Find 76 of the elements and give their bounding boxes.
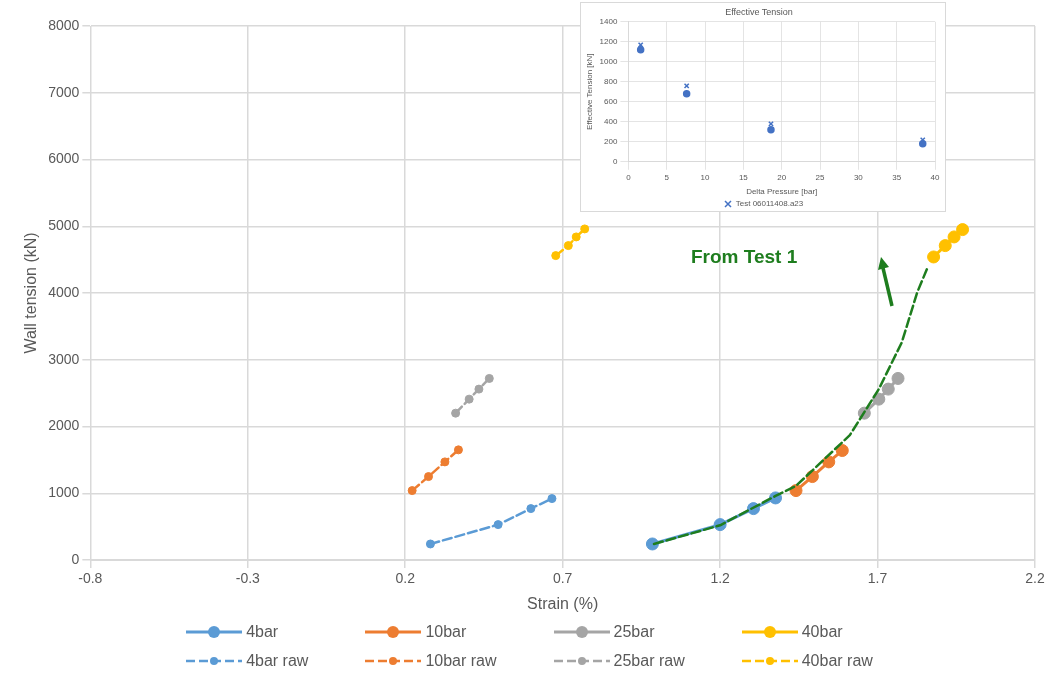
point: [881, 382, 895, 396]
legend-label: 10bar: [425, 622, 467, 640]
point: [551, 251, 561, 261]
y-tick-label: 1000: [599, 57, 618, 66]
point: [425, 539, 435, 549]
x-tick-label: 10: [700, 172, 711, 182]
point: [474, 384, 484, 394]
y-tick-label: 5000: [48, 217, 80, 234]
x-tick-label: 35: [892, 172, 902, 182]
x-tick-label: -0.8: [78, 570, 103, 587]
y-tick-label: 800: [604, 77, 618, 86]
y-tick-label: 6000: [48, 150, 80, 167]
x-tick-label: 40: [930, 172, 940, 182]
point: [464, 394, 474, 404]
legend-label: Test 06011408.a23: [735, 199, 804, 209]
point: [580, 224, 590, 234]
x-tick-label: 0.7: [552, 570, 573, 587]
annotation: From Test 1: [691, 246, 798, 268]
point: [571, 232, 581, 242]
point: [938, 239, 952, 253]
point: [835, 444, 849, 458]
y-tick-label: 0: [71, 550, 80, 567]
legend-label: 10bar raw: [425, 651, 497, 669]
x-tick-label: 1.7: [867, 570, 888, 587]
point: [563, 241, 573, 251]
point: [493, 520, 503, 530]
y-tick-label: 3000: [48, 350, 80, 367]
legend-label: 25bar: [613, 622, 655, 640]
x-tick-label: 2.2: [1025, 570, 1045, 587]
x-tick-label: 0: [626, 172, 632, 182]
legend-label: 4bar: [246, 622, 279, 640]
x-tick-label: 25: [815, 172, 826, 182]
point: [451, 408, 461, 418]
x-tick-label: 15: [738, 172, 749, 182]
y-tick-label: 400: [604, 117, 618, 126]
point: [424, 472, 434, 482]
x-tick-label: 5: [664, 172, 670, 182]
legend-label: 40bar: [801, 622, 843, 640]
x-tick-label: 0.2: [395, 570, 416, 587]
y-tick-label: 2000: [48, 417, 80, 434]
y-tick-label: 1200: [599, 37, 618, 46]
y-tick-label: 7000: [48, 83, 80, 100]
point: [407, 486, 417, 496]
y-tick-label: 1400: [599, 17, 618, 26]
y-tick-label: 4000: [48, 283, 80, 300]
point: [872, 392, 886, 406]
legend-label: 40bar raw: [801, 651, 873, 669]
x-axis-title: Delta Pressure [bar]: [746, 187, 818, 197]
point: [947, 230, 961, 244]
point: [767, 126, 775, 134]
point: [956, 223, 970, 237]
y-axis-title: Effective Tension [kN]: [585, 53, 594, 131]
point: [440, 457, 450, 467]
y-tick-label: 8000: [48, 16, 80, 33]
x-tick-label: -0.3: [235, 570, 261, 587]
point: [526, 504, 536, 514]
point: [927, 250, 941, 264]
point: [453, 445, 463, 455]
point: [918, 140, 927, 148]
point: [891, 371, 905, 385]
x-tick-label: 1.2: [710, 570, 731, 587]
y-axis-title: Wall tension (kN): [22, 232, 40, 354]
x-tick-label: 20: [777, 172, 787, 182]
y-tick-label: 600: [604, 97, 618, 106]
point: [636, 46, 645, 54]
x-axis-title: Strain (%): [527, 594, 599, 612]
point: [547, 494, 557, 504]
y-tick-label: 1000: [48, 484, 80, 501]
chart-title: Effective Tension: [725, 6, 793, 17]
point: [484, 373, 494, 383]
point: [682, 90, 691, 98]
legend-label: 4bar raw: [246, 651, 309, 669]
x-tick-label: 30: [853, 172, 864, 182]
y-tick-label: 200: [604, 137, 618, 146]
y-tick-label: 0: [612, 157, 618, 166]
legend-label: 25bar raw: [613, 651, 685, 669]
